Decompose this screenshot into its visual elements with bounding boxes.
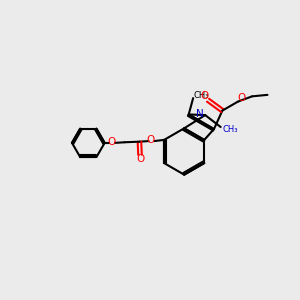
Text: CH₃: CH₃ [222, 124, 238, 134]
Text: O: O [146, 135, 154, 145]
Text: CH₃: CH₃ [194, 91, 209, 100]
Text: O: O [136, 154, 144, 164]
Text: O: O [200, 92, 208, 101]
Text: N: N [196, 109, 204, 119]
Text: O: O [107, 137, 115, 147]
Text: O: O [238, 93, 246, 103]
